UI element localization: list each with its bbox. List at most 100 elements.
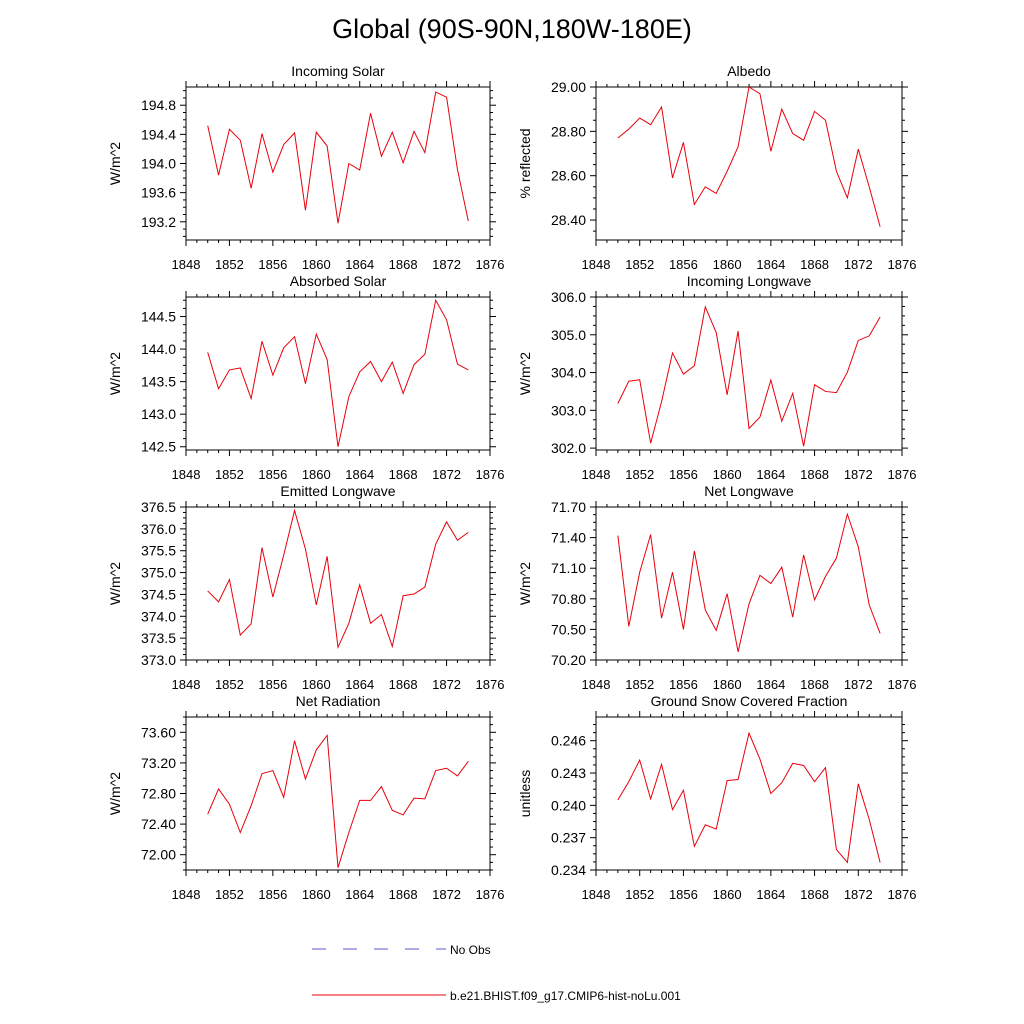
y-axis-label: W/m^2 bbox=[107, 142, 123, 185]
x-tick-label: 1852 bbox=[625, 257, 654, 272]
x-tick-label: 1868 bbox=[389, 257, 418, 272]
y-tick-label: 71.70 bbox=[551, 499, 586, 515]
chart-panel: Ground Snow Covered Fraction unitless 1848… bbox=[517, 693, 916, 902]
x-tick-label: 1868 bbox=[389, 887, 418, 902]
panel-title: Incoming Solar bbox=[291, 63, 385, 79]
x-tick-label: 1864 bbox=[345, 677, 374, 692]
x-tick-label: 1860 bbox=[302, 677, 331, 692]
x-tick-label: 1876 bbox=[476, 677, 505, 692]
series-line bbox=[207, 508, 469, 650]
y-axis-label: W/m^2 bbox=[517, 562, 533, 605]
chart-panel: Albedo % reflected 1848 1852 1856 1860 1864 186… bbox=[517, 63, 916, 272]
y-tick-label: 71.10 bbox=[551, 560, 586, 576]
y-tick-label: 143.0 bbox=[141, 406, 176, 422]
plot-frame bbox=[595, 716, 903, 871]
y-axis-label: unitless bbox=[517, 770, 533, 817]
plot-frame bbox=[185, 296, 491, 451]
y-tick-label: 375.0 bbox=[141, 565, 176, 581]
y-axis-label: W/m^2 bbox=[107, 352, 123, 395]
x-tick-label: 1864 bbox=[345, 887, 374, 902]
y-tick-label: 142.5 bbox=[141, 439, 176, 455]
y-tick-label: 303.0 bbox=[551, 402, 586, 418]
x-tick-label: 1848 bbox=[582, 677, 611, 692]
y-tick-label: 374.5 bbox=[141, 586, 176, 602]
x-tick-label: 1852 bbox=[215, 677, 244, 692]
x-tick-label: 1860 bbox=[713, 677, 742, 692]
panel-title: Ground Snow Covered Fraction bbox=[651, 693, 848, 709]
y-tick-label: 304.0 bbox=[551, 365, 586, 381]
x-tick-label: 1848 bbox=[172, 887, 201, 902]
y-tick-label: 70.50 bbox=[551, 621, 586, 637]
x-tick-label: 1864 bbox=[345, 257, 374, 272]
x-tick-label: 1856 bbox=[258, 887, 287, 902]
x-tick-label: 1872 bbox=[844, 887, 873, 902]
plot-frame bbox=[185, 716, 491, 871]
y-tick-label: 194.4 bbox=[141, 126, 176, 142]
plot-frame bbox=[185, 506, 491, 661]
y-tick-label: 73.20 bbox=[141, 755, 176, 771]
x-tick-label: 1860 bbox=[302, 257, 331, 272]
chart-panel: Absorbed Solar W/m^2 1848 1852 1856 1860 1864 1… bbox=[107, 273, 504, 482]
y-tick-label: 72.40 bbox=[141, 816, 176, 832]
y-axis-label: W/m^2 bbox=[107, 562, 123, 605]
x-tick-label: 1868 bbox=[800, 467, 829, 482]
series-line bbox=[207, 91, 469, 224]
chart-panels: Incoming Solar W/m^2 1848 1852 1856 1860 1864 1… bbox=[107, 63, 916, 902]
series-line bbox=[617, 305, 881, 447]
x-tick-label: 1848 bbox=[172, 677, 201, 692]
y-tick-label: 73.60 bbox=[141, 724, 176, 740]
x-tick-label: 1848 bbox=[582, 467, 611, 482]
y-tick-label: 0.234 bbox=[551, 862, 586, 878]
x-tick-label: 1852 bbox=[215, 887, 244, 902]
y-tick-label: 0.243 bbox=[551, 765, 586, 781]
chart-panel: Incoming Solar W/m^2 1848 1852 1856 1860 1864 1… bbox=[107, 63, 504, 272]
x-tick-label: 1868 bbox=[800, 887, 829, 902]
x-tick-label: 1848 bbox=[582, 887, 611, 902]
y-tick-label: 0.246 bbox=[551, 733, 586, 749]
y-tick-label: 28.80 bbox=[551, 123, 586, 139]
x-tick-label: 1872 bbox=[432, 257, 461, 272]
y-tick-label: 70.20 bbox=[551, 652, 586, 668]
y-tick-label: 375.5 bbox=[141, 543, 176, 559]
series-line bbox=[207, 298, 469, 447]
figure-title: Global (90S-90N,180W-180E) bbox=[332, 14, 692, 44]
x-tick-label: 1848 bbox=[582, 257, 611, 272]
x-tick-label: 1872 bbox=[844, 467, 873, 482]
panel-title: Net Radiation bbox=[296, 693, 381, 709]
x-tick-label: 1860 bbox=[713, 887, 742, 902]
x-tick-label: 1860 bbox=[713, 257, 742, 272]
y-tick-label: 143.5 bbox=[141, 374, 176, 390]
y-tick-label: 373.5 bbox=[141, 630, 176, 646]
series-line bbox=[617, 86, 881, 227]
x-tick-label: 1868 bbox=[389, 677, 418, 692]
panel-title: Absorbed Solar bbox=[290, 273, 387, 289]
x-tick-label: 1864 bbox=[756, 887, 785, 902]
x-tick-label: 1868 bbox=[800, 257, 829, 272]
legend-model-label: b.e21.BHIST.f09_g17.CMIP6-hist-noLu.001 bbox=[450, 989, 681, 1003]
x-tick-label: 1848 bbox=[172, 257, 201, 272]
y-tick-label: 376.5 bbox=[141, 499, 176, 515]
series-line bbox=[617, 512, 881, 652]
x-tick-label: 1856 bbox=[258, 467, 287, 482]
plot-frame bbox=[185, 86, 491, 241]
x-tick-label: 1860 bbox=[302, 887, 331, 902]
panel-title: Emitted Longwave bbox=[280, 483, 395, 499]
x-tick-label: 1864 bbox=[756, 467, 785, 482]
y-tick-label: 72.00 bbox=[141, 847, 176, 863]
y-tick-label: 28.60 bbox=[551, 168, 586, 184]
y-tick-label: 302.0 bbox=[551, 440, 586, 456]
y-tick-label: 376.0 bbox=[141, 521, 176, 537]
plot-frame bbox=[595, 506, 903, 661]
y-axis-label: W/m^2 bbox=[107, 772, 123, 815]
x-tick-label: 1876 bbox=[476, 257, 505, 272]
y-tick-label: 374.0 bbox=[141, 608, 176, 624]
y-tick-label: 305.0 bbox=[551, 327, 586, 343]
chart-panel: Net Longwave W/m^2 1848 1852 1856 1860 1864 186… bbox=[517, 483, 916, 692]
legend: No Obs b.e21.BHIST.f09_g17.CMIP6-hist-no… bbox=[312, 943, 681, 1003]
legend-obs-label: No Obs bbox=[450, 943, 491, 957]
x-tick-label: 1868 bbox=[800, 677, 829, 692]
chart-panel: Emitted Longwave W/m^2 1848 1852 1856 1860 186… bbox=[107, 483, 504, 692]
x-tick-label: 1856 bbox=[258, 677, 287, 692]
y-tick-label: 194.0 bbox=[141, 156, 176, 172]
y-tick-label: 306.0 bbox=[551, 289, 586, 305]
